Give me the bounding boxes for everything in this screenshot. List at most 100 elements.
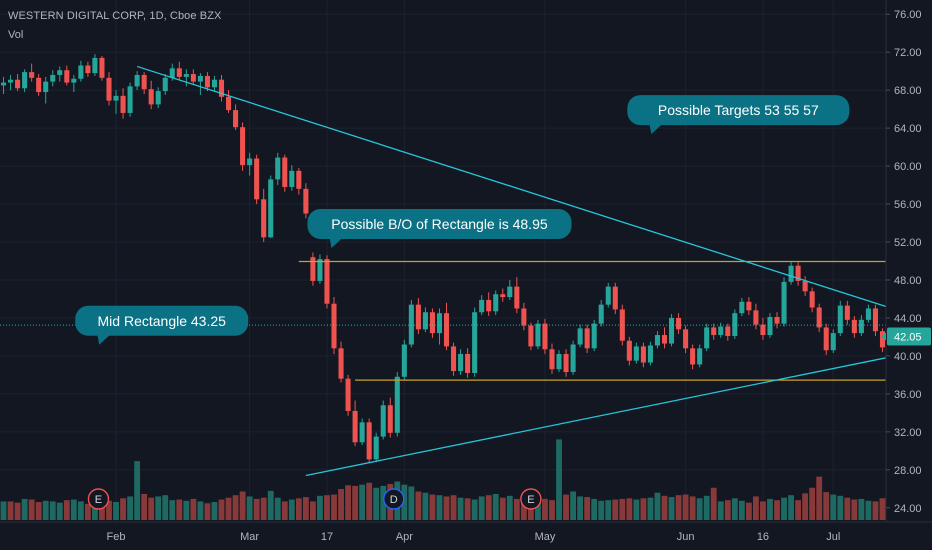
symbol-title[interactable]: WESTERN DIGITAL CORP, 1D, Cboe BZX xyxy=(8,10,222,22)
candle-body-102 xyxy=(718,326,724,336)
volume-bar-110 xyxy=(774,500,780,520)
volume-bar-100 xyxy=(703,495,710,520)
candle-body-30 xyxy=(211,79,217,88)
candle-body-108 xyxy=(760,324,766,336)
volume-bar-76 xyxy=(535,500,541,520)
candle-body-103 xyxy=(725,326,731,336)
volume-bar-115 xyxy=(809,487,816,520)
volume-bar-82 xyxy=(577,496,584,520)
candle-body-69 xyxy=(486,299,492,312)
candle-body-101 xyxy=(711,327,717,336)
candle-body-104 xyxy=(732,313,738,336)
volume-bar-32 xyxy=(225,497,232,520)
last-price-label: 42.05 xyxy=(894,331,922,343)
candle-body-40 xyxy=(282,157,288,187)
volume-bar-119 xyxy=(837,495,844,520)
price-tick-2: 32.00 xyxy=(894,427,922,439)
candle-body-89 xyxy=(626,340,632,361)
candle-body-60 xyxy=(422,312,428,330)
volume-bar-88 xyxy=(619,498,626,520)
price-tick-8: 56.00 xyxy=(894,199,922,211)
candle-body-17 xyxy=(120,95,126,113)
candle-body-54 xyxy=(380,405,386,437)
volume-bar-68 xyxy=(478,496,485,520)
volume-bar-70 xyxy=(492,493,499,520)
candle-body-23 xyxy=(162,77,168,92)
candle-body-41 xyxy=(289,170,295,187)
candle-body-71 xyxy=(500,294,506,298)
callout-text-2: Mid Rectangle 43.25 xyxy=(98,313,227,329)
candle-body-47 xyxy=(331,303,337,349)
candle-body-66 xyxy=(465,354,471,373)
callout-tail-1 xyxy=(329,236,344,248)
volume-bar-81 xyxy=(570,491,577,520)
volume-bar-83 xyxy=(584,497,591,520)
time-axis-background xyxy=(0,522,932,550)
candle-body-29 xyxy=(204,75,210,88)
candle-body-26 xyxy=(183,74,189,77)
volume-bar-112 xyxy=(788,495,794,520)
time-tick-5: Jun xyxy=(677,531,695,543)
volume-bar-78 xyxy=(549,500,555,520)
volume-bar-85 xyxy=(598,500,605,520)
candle-body-64 xyxy=(451,346,457,372)
candle-body-125 xyxy=(879,331,886,348)
volume-bar-74 xyxy=(520,497,527,520)
volume-bar-40 xyxy=(281,501,288,520)
volume-bar-42 xyxy=(295,498,302,520)
candle-body-0 xyxy=(0,82,7,86)
volume-bar-104 xyxy=(731,498,738,520)
volume-label[interactable]: Vol xyxy=(8,29,24,41)
volume-bar-19 xyxy=(134,461,141,520)
volume-bar-22 xyxy=(155,496,162,520)
volume-bar-58 xyxy=(408,486,415,520)
candle-body-4 xyxy=(29,72,35,78)
candle-body-112 xyxy=(788,265,794,282)
volume-bar-94 xyxy=(661,495,668,520)
candle-body-95 xyxy=(669,317,675,344)
volume-bar-98 xyxy=(689,496,696,520)
volume-bar-108 xyxy=(760,501,766,520)
volume-bar-123 xyxy=(865,500,872,520)
candle-body-56 xyxy=(394,376,400,433)
candle-body-93 xyxy=(654,335,660,346)
volume-bar-9 xyxy=(63,500,70,520)
volume-bar-106 xyxy=(745,502,752,520)
candle-body-117 xyxy=(823,327,829,351)
candle-body-82 xyxy=(577,328,583,345)
price-tick-12: 72.00 xyxy=(894,47,922,59)
time-tick-0: Feb xyxy=(107,531,126,543)
volume-bar-17 xyxy=(120,498,126,520)
volume-bar-113 xyxy=(795,500,802,520)
price-tick-7: 52.00 xyxy=(894,237,922,249)
callout-text-1: Possible B/O of Rectangle is 48.95 xyxy=(331,216,548,232)
price-axis-background xyxy=(886,0,932,550)
volume-bar-80 xyxy=(563,494,569,520)
candle-body-18 xyxy=(127,86,133,113)
volume-bar-33 xyxy=(232,495,239,520)
volume-bar-36 xyxy=(253,498,260,520)
volume-bar-35 xyxy=(246,496,253,520)
candle-body-6 xyxy=(43,81,49,93)
candle-body-61 xyxy=(429,312,435,334)
volume-bar-121 xyxy=(851,499,858,520)
volume-bar-44 xyxy=(309,501,316,520)
candle-body-11 xyxy=(78,65,84,79)
candle-body-16 xyxy=(113,95,119,101)
trendline-1 xyxy=(305,357,887,477)
volume-bar-84 xyxy=(591,498,598,520)
candle-body-75 xyxy=(528,325,534,347)
volume-bar-48 xyxy=(338,489,344,520)
candle-body-109 xyxy=(767,316,773,336)
event-circle-1 xyxy=(383,488,405,510)
volume-bar-59 xyxy=(415,491,422,520)
volume-bar-2 xyxy=(14,502,21,520)
volume-bar-92 xyxy=(647,497,654,520)
volume-bar-125 xyxy=(879,498,886,520)
volume-bar-72 xyxy=(506,495,513,520)
time-tick-1: Mar xyxy=(240,531,259,543)
candle-body-84 xyxy=(591,323,597,349)
candle-body-72 xyxy=(507,286,513,298)
